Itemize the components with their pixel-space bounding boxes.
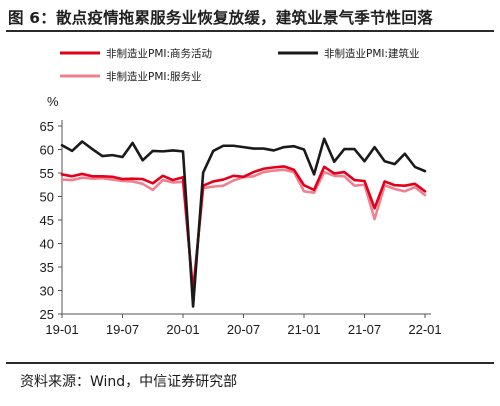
y-tick-label: 30 (40, 284, 54, 299)
y-tick-label: 40 (40, 237, 54, 252)
y-tick-label: 45 (40, 213, 54, 228)
legend-label-business: 非制造业PMI:商务活动 (106, 47, 212, 60)
title-divider (6, 30, 494, 32)
x-axis: 19-01 19-07 20-01 20-07 21-01 21-07 22-01 (45, 313, 442, 337)
x-tick-label: 19-01 (45, 322, 78, 337)
x-tick-label: 20-01 (166, 322, 199, 337)
legend-label-construction: 非制造业PMI:建筑业 (324, 47, 420, 60)
y-axis-unit-label: % (47, 94, 59, 109)
x-tick-label: 21-01 (287, 322, 320, 337)
series-line-services (60, 168, 427, 292)
x-tick-label: 22-01 (408, 322, 441, 337)
source-note: 资料来源：Wind，中信证券研究部 (20, 374, 238, 390)
series-line-construction (60, 137, 427, 308)
series-line-business (60, 165, 427, 294)
figure-title: 图 6：散点疫情拖累服务业恢复放缓，建筑业景气季节性回落 (8, 9, 433, 27)
y-tick-label: 50 (40, 190, 54, 205)
x-tick-label: 19-07 (106, 322, 139, 337)
series-lines (60, 137, 427, 308)
x-tick-label: 21-07 (348, 322, 381, 337)
y-tick-label: 55 (40, 166, 54, 181)
y-axis: 25 30 35 40 45 50 55 60 65 (40, 119, 63, 322)
footer-divider (6, 362, 494, 364)
y-tick-label: 35 (40, 260, 54, 275)
legend-label-services: 非制造业PMI:服务业 (106, 70, 202, 83)
y-tick-label: 25 (40, 307, 54, 322)
x-tick-label: 20-07 (227, 322, 260, 337)
y-tick-label: 65 (40, 119, 54, 134)
y-tick-label: 60 (40, 143, 54, 158)
